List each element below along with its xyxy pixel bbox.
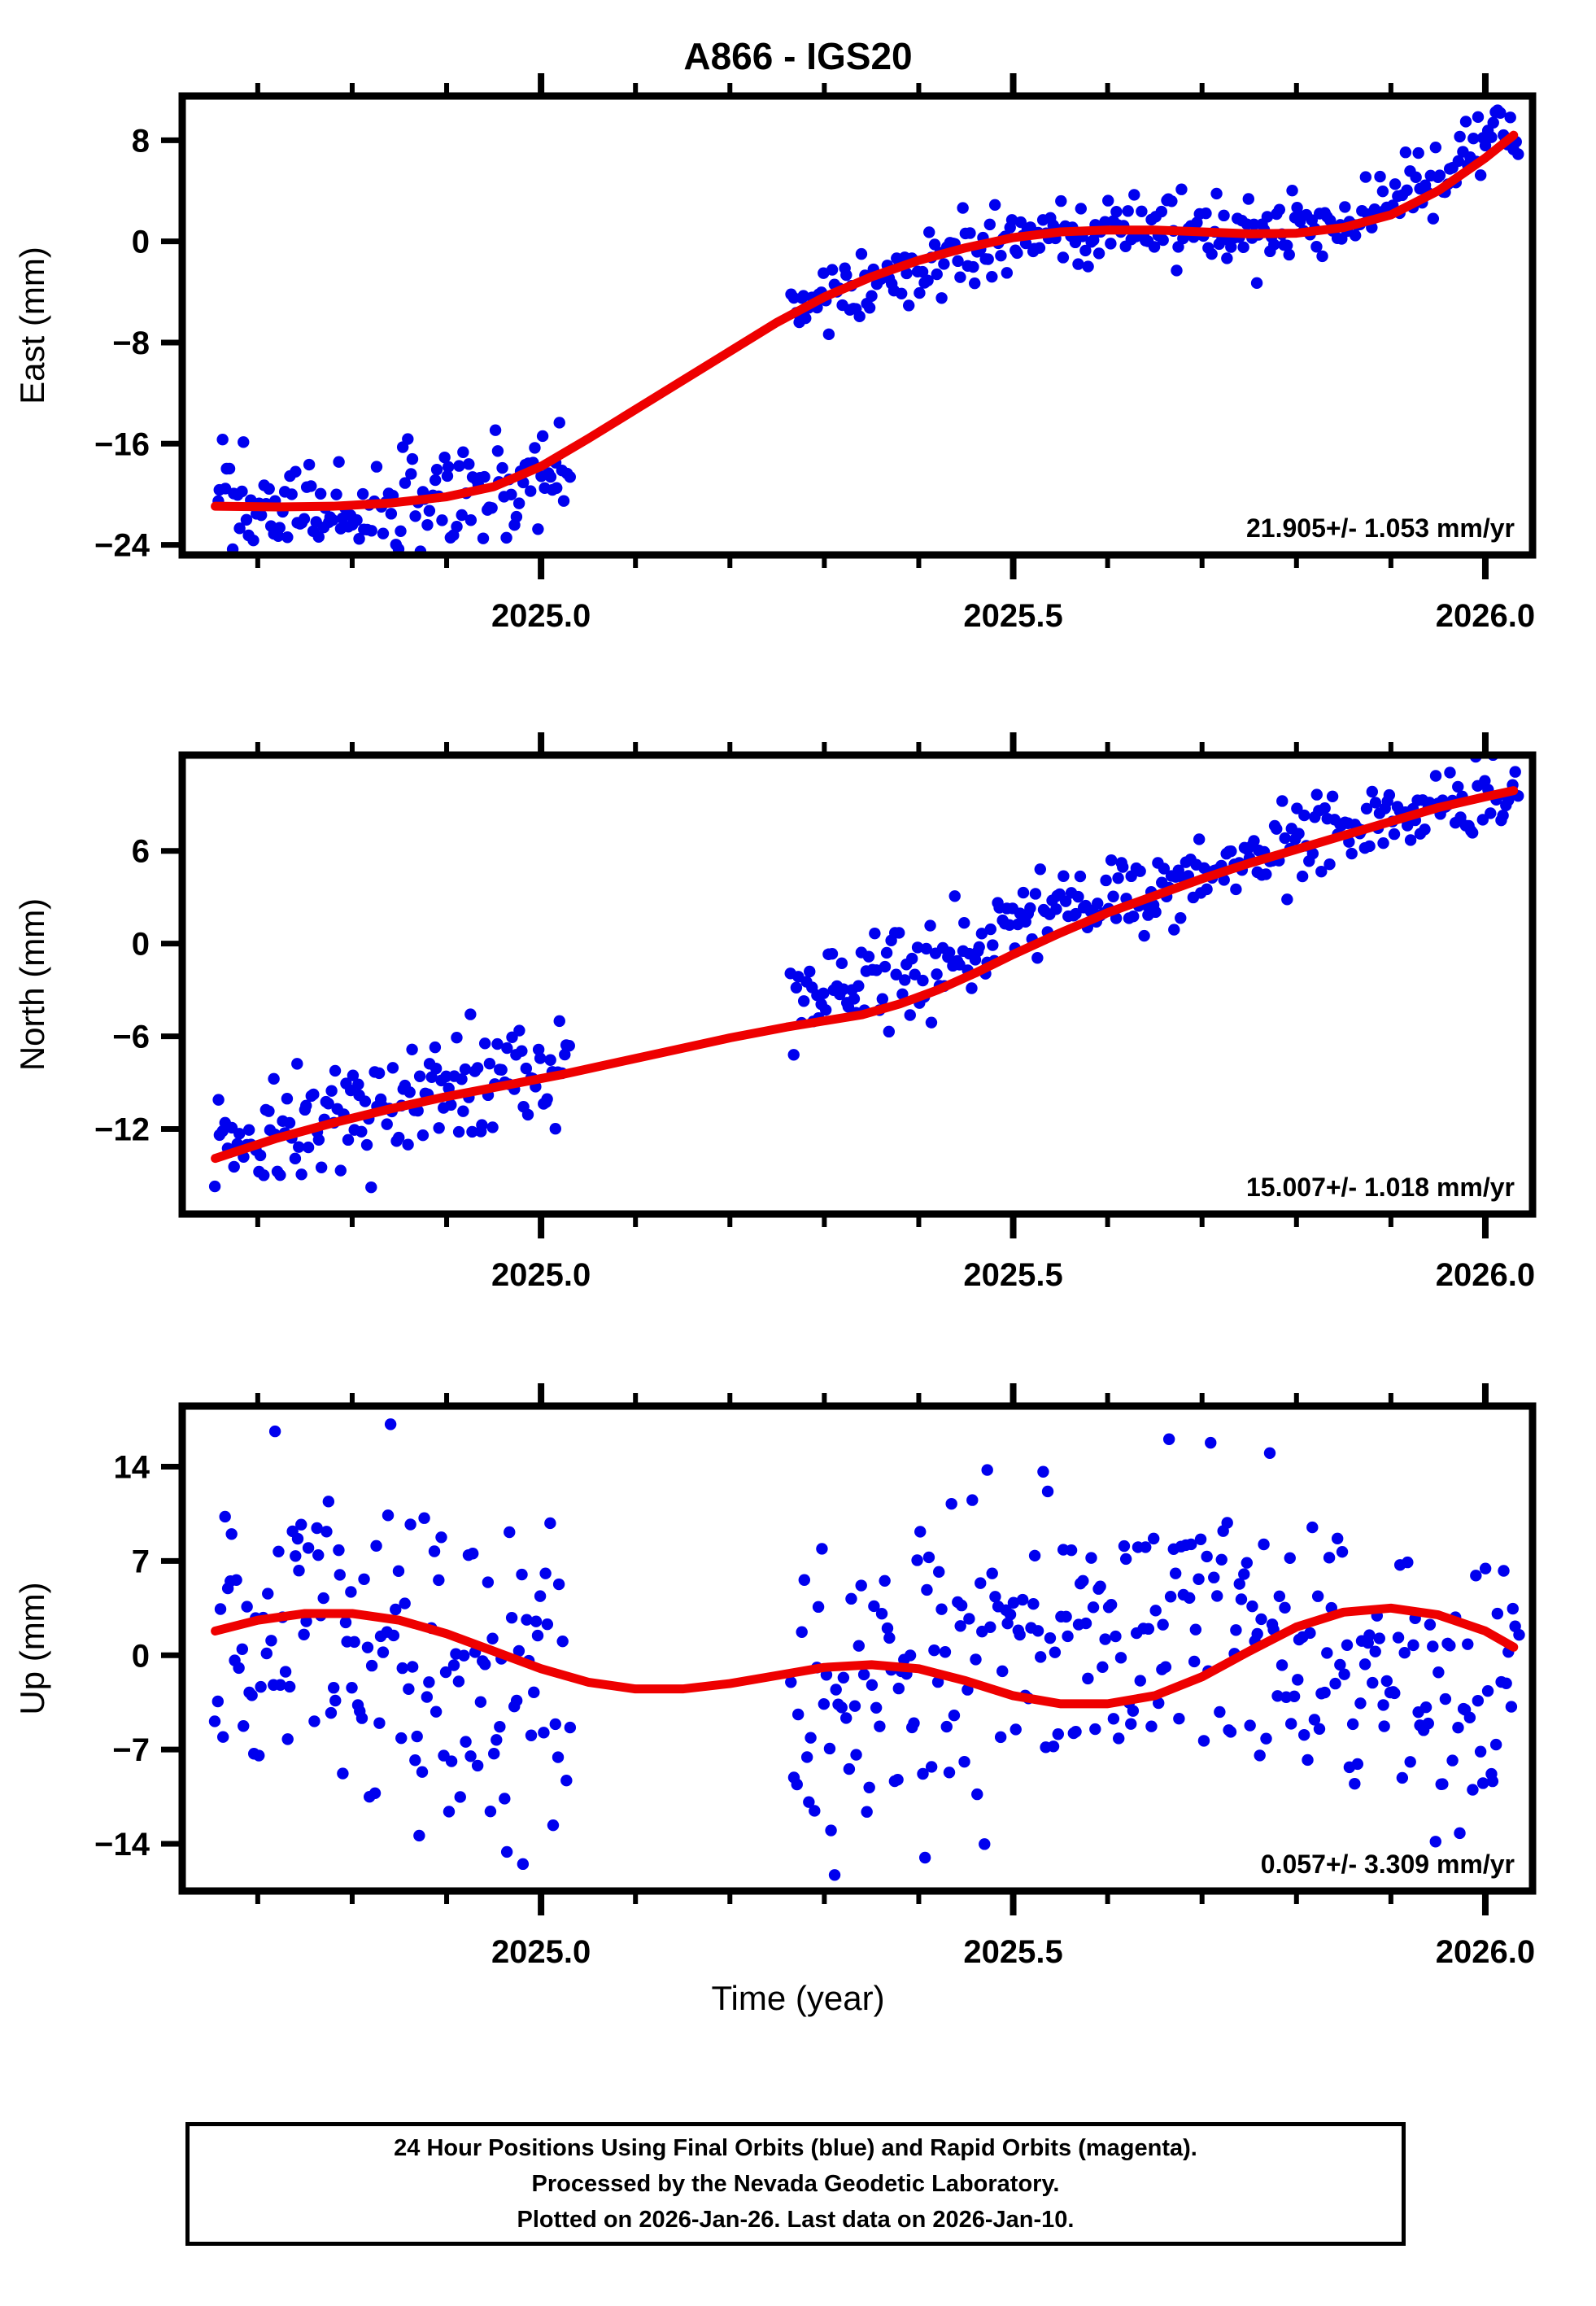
y-tick-label: −6 bbox=[112, 1020, 150, 1055]
y-tick-label: −12 bbox=[94, 1112, 150, 1148]
x-tick-label: 2025.5 bbox=[963, 1257, 1062, 1293]
x-tick-label: 2025.0 bbox=[491, 1257, 591, 1293]
panel-up: 14 7 0 −7 −14 2025.0 2025.5 2026.0 Up (mm) 0.057+… bbox=[13, 1383, 1537, 1970]
plot-frame bbox=[178, 751, 1537, 1218]
x-tick-label: 2025.0 bbox=[491, 1934, 591, 1970]
x-tick-label: 2025.5 bbox=[963, 1934, 1062, 1970]
y-tick-label: −8 bbox=[112, 325, 150, 361]
y-tick-label: −24 bbox=[94, 528, 150, 564]
data-point-group bbox=[212, 104, 1524, 555]
footer-note-box: 24 Hour Positions Using Final Orbits (bl… bbox=[185, 2122, 1406, 2246]
rate-annotation: 21.905+/- 1.053 mm/yr bbox=[1246, 513, 1515, 543]
plot-frame bbox=[178, 1402, 1537, 1895]
footer-line-1: 24 Hour Positions Using Final Orbits (bl… bbox=[394, 2134, 1197, 2161]
data-point-group bbox=[208, 755, 1524, 1194]
y-axis-title: East (mm) bbox=[13, 247, 51, 404]
fit-curve bbox=[211, 1603, 1519, 1709]
y-tick-label: −16 bbox=[94, 426, 150, 462]
x-tick-label: 2026.0 bbox=[1436, 1934, 1535, 1970]
y-tick-label: 0 bbox=[132, 225, 150, 260]
fit-curve bbox=[211, 130, 1519, 512]
plot-frame bbox=[178, 92, 1537, 559]
panel-north: 6 0 −6 −12 2025.0 2025.5 2026.0 North (mm) 15.00… bbox=[13, 732, 1537, 1293]
x-tick-label: 2026.0 bbox=[1436, 1257, 1535, 1293]
y-tick-label: 14 bbox=[114, 1450, 150, 1486]
x-axis-title: Time (year) bbox=[711, 1979, 885, 2017]
y-tick-label: 0 bbox=[132, 927, 150, 963]
y-axis-title: Up (mm) bbox=[13, 1582, 51, 1714]
data-point-group bbox=[208, 1418, 1525, 1881]
y-tick-label: 0 bbox=[132, 1638, 150, 1674]
panel-east: 8 0 −8 −16 −24 2025.0 2025.5 2026.0 East (mm) 21.… bbox=[13, 73, 1537, 634]
footer-line-3: Plotted on 2026-Jan-26. Last data on 202… bbox=[517, 2207, 1075, 2234]
y-tick-label: −7 bbox=[112, 1732, 150, 1768]
x-tick-label: 2025.0 bbox=[491, 598, 591, 634]
footer-line-2: Processed by the Nevada Geodetic Laborat… bbox=[531, 2170, 1060, 2197]
fit-curve bbox=[211, 786, 1519, 1164]
y-axis-title: North (mm) bbox=[13, 898, 51, 1071]
rate-annotation: 15.007+/- 1.018 mm/yr bbox=[1246, 1173, 1515, 1202]
page-title: A866 - IGS20 bbox=[683, 35, 913, 77]
y-tick-label: −14 bbox=[94, 1827, 150, 1863]
y-tick-label: 8 bbox=[132, 123, 150, 159]
rate-annotation: 0.057+/- 3.309 mm/yr bbox=[1261, 1850, 1515, 1879]
x-tick-label: 2026.0 bbox=[1436, 598, 1535, 634]
x-tick-label: 2025.5 bbox=[963, 598, 1062, 634]
y-tick-label: 6 bbox=[132, 834, 150, 870]
y-tick-label: 7 bbox=[132, 1544, 150, 1579]
